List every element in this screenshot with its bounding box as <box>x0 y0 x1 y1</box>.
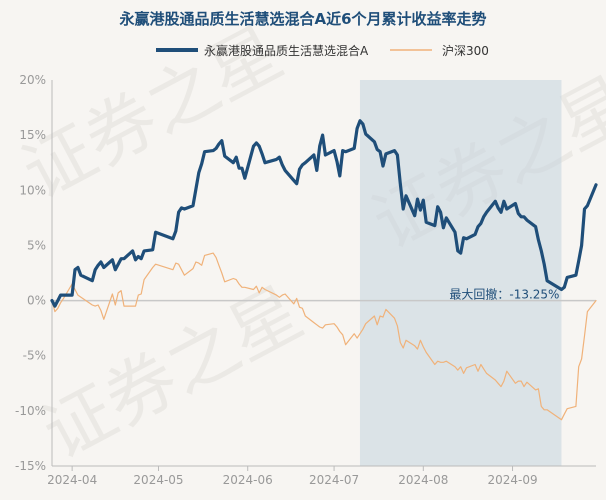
watermark-text-2: 证券之星 <box>29 271 315 475</box>
x-tick-label: 2024-09 <box>487 473 537 487</box>
legend-label-fund: 永赢港股通品质生活慧选混合A <box>204 43 369 58</box>
x-tick-label: 2024-08 <box>398 473 448 487</box>
y-tick-label: 20% <box>19 73 46 87</box>
plot-area: -15% -10% -5% 0% 5% 10% 15% 20% 2024-04 2024-05 20… <box>15 73 598 487</box>
max-drawdown-label: 最大回撤：-13.25% <box>449 287 559 302</box>
legend-label-hs300: 沪深300 <box>442 44 489 58</box>
y-tick-label: 5% <box>27 238 46 252</box>
max-drawdown-region <box>359 80 562 466</box>
y-tick-label: -10% <box>15 404 46 418</box>
series-line-hs300 <box>51 252 597 421</box>
y-tick-label: -5% <box>23 349 46 363</box>
series-line-fund <box>50 119 598 308</box>
y-tick-label: 15% <box>19 128 46 142</box>
chart-title: 永赢港股通品质生活慧选混合A近6个月累计收益率走势 <box>118 10 486 28</box>
legend: 永赢港股通品质生活慧选混合A 沪深300 <box>156 43 489 58</box>
x-tick-label: 2024-07 <box>309 473 359 487</box>
x-tick-label: 2024-04 <box>47 473 97 487</box>
y-tick-label: -15% <box>15 459 46 473</box>
x-tick-label: 2024-06 <box>223 473 273 487</box>
x-tick-label: 2024-05 <box>133 473 183 487</box>
y-tick-label: 0% <box>27 294 46 308</box>
y-tick-label: 10% <box>19 183 46 197</box>
